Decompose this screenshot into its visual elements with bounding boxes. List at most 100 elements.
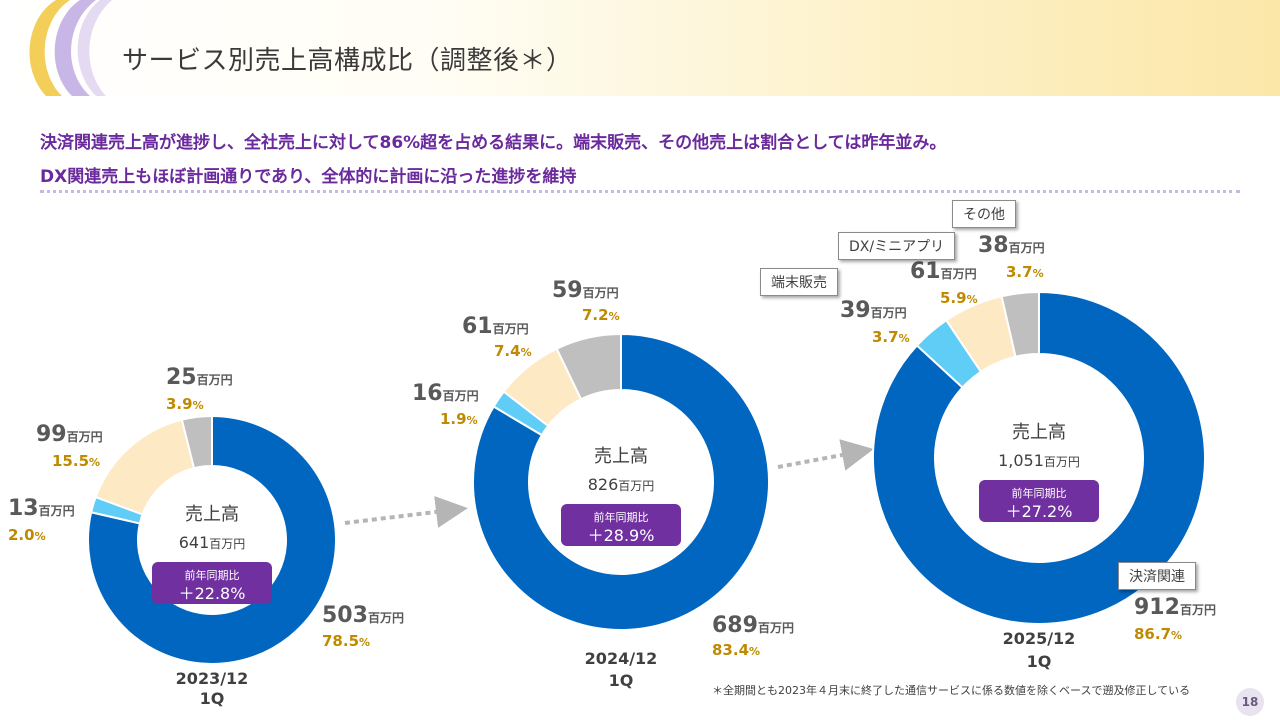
slice-percent-unit: % — [1033, 267, 1044, 280]
slice-percent-unit: % — [467, 414, 478, 427]
slice-value: 61 — [462, 314, 493, 339]
slice-percent-label: 15.5% — [52, 452, 100, 470]
center-total-unit: 百万円 — [209, 537, 245, 551]
summary-line-1: 決済関連売上高が進捗し、全社売上に対して86%超を占める結果に。端末販売、その他… — [40, 133, 947, 153]
slice-payment — [472, 332, 770, 631]
slice-percent-label: 86.7% — [1134, 625, 1182, 643]
slice-other — [180, 414, 213, 470]
slice-percent-label: 3.7% — [872, 328, 910, 346]
yoy-badge-value: ＋28.9% — [588, 526, 655, 545]
slice-percent-label: 5.9% — [940, 289, 978, 307]
slice-unit: 百万円 — [197, 373, 233, 387]
slice-value-label: 25百万円 — [166, 365, 233, 390]
slice-percent: 3.9 — [166, 395, 193, 413]
slice-unit: 百万円 — [871, 306, 907, 320]
slice-value-label: 39百万円 — [840, 298, 907, 323]
slice-percent-label: 7.2% — [582, 306, 620, 324]
slice-value-label: 503百万円 — [322, 603, 404, 628]
slice-unit: 百万円 — [39, 504, 75, 518]
slice-percent-unit: % — [899, 332, 910, 345]
slice-value-label: 13百万円 — [8, 496, 75, 521]
slice-value: 59 — [552, 278, 583, 303]
yoy-badge — [561, 504, 681, 546]
slice-percent-label: 7.4% — [494, 342, 532, 360]
slice-value: 912 — [1134, 595, 1180, 620]
slice-value: 39 — [840, 298, 871, 323]
period-quarter-label: 1Q — [200, 689, 225, 708]
center-label: 売上高 — [185, 504, 239, 525]
summary-line-2: DX関連売上もほぼ計画通りであり、全体的に計画に沿った進捗を維持 — [40, 167, 577, 187]
slice-value: 99 — [36, 422, 67, 447]
center-total-unit: 百万円 — [618, 479, 654, 493]
page-title: サービス別売上高構成比（調整後＊） — [122, 46, 573, 76]
yoy-badge — [152, 562, 272, 604]
slice-unit: 百万円 — [493, 322, 529, 336]
slice-value-label: 99百万円 — [36, 422, 103, 447]
slice-value: 61 — [910, 259, 941, 284]
slice-unit: 百万円 — [1009, 241, 1045, 255]
slice-unit: 百万円 — [67, 430, 103, 444]
slice-percent-unit: % — [521, 346, 532, 359]
slice-unit: 百万円 — [941, 267, 977, 281]
yoy-badge — [979, 480, 1099, 522]
slice-percent-label: 78.5% — [322, 632, 370, 650]
slice-payment — [872, 290, 1206, 625]
slice-percent: 5.9 — [940, 289, 967, 307]
center-label: 売上高 — [594, 446, 648, 467]
slice-percent: 3.7 — [872, 328, 899, 346]
center-total-label: 1,051百万円 — [998, 451, 1080, 470]
slice-percent: 15.5 — [52, 452, 89, 470]
slice-percent-unit: % — [35, 530, 46, 543]
period-label: 2025/12 — [1003, 629, 1076, 648]
yoy-badge-label: 前年同期比 — [594, 510, 649, 524]
slice-percent: 7.4 — [494, 342, 521, 360]
donut-chart-2: 912百万円86.7%39百万円3.7%61百万円5.9%38百万円3.7%売上… — [840, 233, 1216, 671]
slice-dx — [94, 418, 196, 516]
donut-chart-0: 503百万円78.5%13百万円2.0%99百万円15.5%25百万円3.9%売… — [8, 365, 404, 708]
slice-percent: 1.9 — [440, 410, 467, 428]
slice-unit: 百万円 — [368, 611, 404, 625]
slice-other — [1000, 290, 1040, 358]
center-total-label: 826百万円 — [588, 475, 655, 494]
donut-chart-1: 689百万円83.4%16百万円1.9%61百万円7.4%59百万円7.2%売上… — [412, 278, 794, 690]
period-quarter-label: 1Q — [1027, 652, 1052, 671]
slice-percent-label: 3.9% — [166, 395, 204, 413]
slice-unit: 百万円 — [1180, 603, 1216, 617]
slice-percent-unit: % — [1171, 629, 1182, 642]
slice-value: 25 — [166, 365, 197, 390]
slice-value-label: 16百万円 — [412, 381, 479, 406]
center-total-label: 641百万円 — [179, 533, 246, 552]
slice-percent-unit: % — [749, 645, 760, 658]
period-label: 2023/12 — [176, 669, 249, 688]
slice-percent-label: 3.7% — [1006, 263, 1044, 281]
page-number: 18 — [1236, 688, 1264, 716]
slice-percent-label: 2.0% — [8, 526, 46, 544]
center-total: 1,051 — [998, 451, 1044, 470]
legend-tag-terminal: 端末販売 — [760, 268, 838, 296]
slice-percent: 3.7 — [1006, 263, 1033, 281]
period-quarter-label: 1Q — [609, 671, 634, 690]
yoy-badge-value: ＋27.2% — [1006, 502, 1073, 521]
legend-tag-payment: 決済関連 — [1118, 562, 1196, 590]
slice-value-label: 912百万円 — [1134, 595, 1216, 620]
slice-value-label: 59百万円 — [552, 278, 619, 303]
center-label: 売上高 — [1012, 422, 1066, 443]
yoy-badge-label: 前年同期比 — [1012, 486, 1067, 500]
slice-percent: 78.5 — [322, 632, 359, 650]
slice-percent: 83.4 — [712, 641, 749, 659]
footnote: ＊全期間とも2023年４月末に終了した通信サービスに係る数値を除くベースで遡及修… — [712, 684, 1191, 697]
slice-percent: 7.2 — [582, 306, 609, 324]
period-label: 2024/12 — [585, 649, 658, 668]
slice-percent: 2.0 — [8, 526, 35, 544]
slice-percent: 86.7 — [1134, 625, 1171, 643]
slice-value: 38 — [978, 233, 1009, 258]
slice-value: 689 — [712, 613, 758, 638]
slice-percent-unit: % — [609, 310, 620, 323]
slice-value-label: 61百万円 — [462, 314, 529, 339]
center-total: 826 — [588, 475, 619, 494]
header-decoration-arc — [29, 0, 112, 96]
slice-value-label: 61百万円 — [910, 259, 977, 284]
divider — [40, 190, 1240, 193]
legend-tag-other: その他 — [952, 200, 1016, 228]
